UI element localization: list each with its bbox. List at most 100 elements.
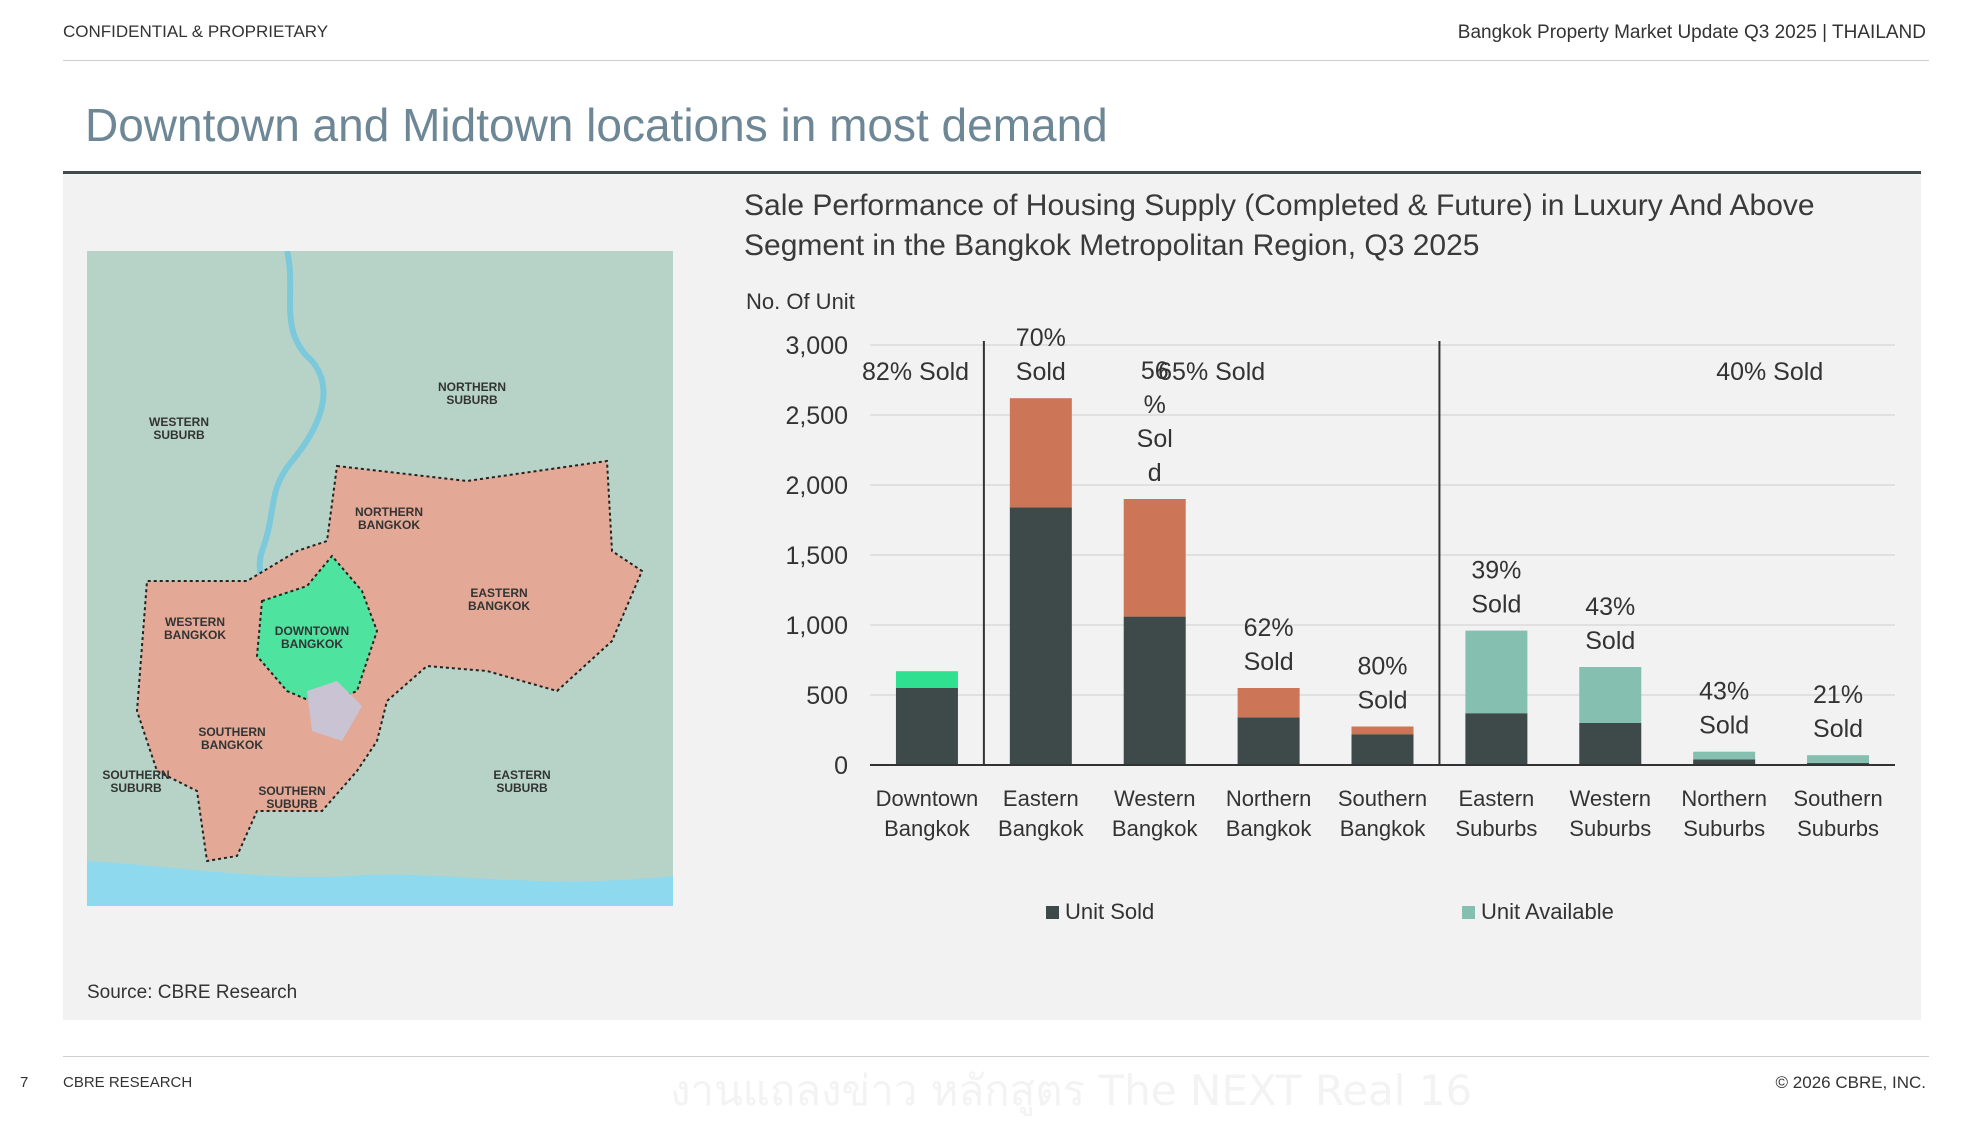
footer-copyright: © 2026 CBRE, INC. <box>1775 1073 1926 1092</box>
x-tick-label: Suburbs <box>1569 816 1651 841</box>
y-tick-label: 1,500 <box>785 542 848 570</box>
bar-unit-sold <box>1693 759 1756 765</box>
bar-sold-label: Sold <box>1016 358 1066 386</box>
map-label-western-bangkok-1: WESTERN <box>165 615 225 629</box>
bar-unit-sold <box>1237 717 1300 765</box>
bar-sold-label: Sold <box>1357 687 1407 715</box>
footer-brand: CBRE RESEARCH <box>63 1074 193 1091</box>
x-tick-label: Northern <box>1681 786 1767 811</box>
chart-title: Sale Performance of Housing Supply (Comp… <box>744 189 1815 262</box>
map-label-western-suburb-2: SUBURB <box>153 428 205 442</box>
map-label-northern-suburb-1: NORTHERN <box>438 380 506 394</box>
map-label-southern-suburb-mid-2: SUBURB <box>266 797 318 811</box>
x-tick-label: Suburbs <box>1683 816 1765 841</box>
bangkok-map: NORTHERN SUBURB WESTERN SUBURB NORTHERN … <box>87 250 673 906</box>
source-note: Source: CBRE Research <box>87 982 298 1003</box>
bar-sold-label: 39% <box>1471 557 1521 585</box>
page-title: Downtown and Midtown locations in most d… <box>85 99 1108 151</box>
x-tick-label: Bangkok <box>884 816 971 841</box>
map-label-southern-bangkok-2: BANGKOK <box>201 738 263 752</box>
bar-unit-available <box>1351 726 1414 735</box>
bar-unit-available <box>1237 688 1300 718</box>
header-report-title: Bangkok Property Market Update Q3 2025 |… <box>1457 22 1926 43</box>
title-divider <box>63 171 1921 174</box>
bar-sold-label: d <box>1148 459 1162 487</box>
map-sea <box>87 861 673 906</box>
bar-unit-sold <box>1807 762 1870 765</box>
bar-unit-sold <box>1579 723 1642 765</box>
x-tick-label: Southern <box>1338 786 1427 811</box>
bar-sold-label: % <box>1144 391 1166 419</box>
map-label-northern-bangkok-2: BANGKOK <box>358 518 420 532</box>
map-label-western-suburb-1: WESTERN <box>149 415 209 429</box>
bar-sold-label: Sold <box>1585 627 1635 655</box>
legend-swatch <box>1462 906 1475 919</box>
y-tick-label: 0 <box>834 752 848 780</box>
y-tick-label: 2,500 <box>785 402 848 430</box>
bar-unit-available <box>1009 398 1072 508</box>
bar-unit-sold <box>1123 616 1186 765</box>
map-label-western-bangkok-2: BANGKOK <box>164 628 226 642</box>
bar-sold-label: 56 <box>1141 357 1169 385</box>
bar-sold-label: Sold <box>1244 648 1294 676</box>
bar-sold-label: Sold <box>1471 591 1521 619</box>
map-label-southern-suburb-left-1: SOUTHERN <box>102 768 169 782</box>
bar-unit-available <box>1807 755 1870 763</box>
x-tick-label: Southern <box>1793 786 1882 811</box>
map-label-northern-bangkok-1: NORTHERN <box>355 505 423 519</box>
map-port-area <box>307 681 362 741</box>
x-tick-label: Western <box>1570 786 1652 811</box>
group-sold-label: 82% Sold <box>862 358 969 386</box>
x-tick-label: Downtown <box>876 786 979 811</box>
map-label-downtown-bangkok-2: BANGKOK <box>281 637 343 651</box>
bar-unit-available <box>895 671 958 688</box>
map-label-eastern-bangkok-1: EASTERN <box>470 586 527 600</box>
bar-unit-available <box>1693 751 1756 760</box>
bar-unit-available <box>1579 667 1642 723</box>
group-sold-label: 65% Sold <box>1158 358 1265 386</box>
bar-unit-sold <box>1009 507 1072 765</box>
bar-unit-available <box>1465 630 1528 714</box>
legend-label: Unit Available <box>1481 899 1614 924</box>
x-tick-label: Western <box>1114 786 1196 811</box>
x-tick-label: Eastern <box>1458 786 1534 811</box>
map-label-eastern-suburb-1: EASTERN <box>493 768 550 782</box>
bar-sold-label: Sold <box>1699 712 1749 740</box>
x-tick-label: Bangkok <box>1340 816 1427 841</box>
bar-sold-label: 21% <box>1813 681 1863 709</box>
legend-swatch <box>1046 906 1059 919</box>
bar-sold-label: Sol <box>1137 425 1173 453</box>
x-tick-label: Bangkok <box>998 816 1085 841</box>
map-label-eastern-bangkok-2: BANGKOK <box>468 599 530 613</box>
x-tick-label: Bangkok <box>1226 816 1313 841</box>
page-number: 7 <box>20 1074 29 1091</box>
map-downtown-area <box>255 554 379 708</box>
map-label-southern-bangkok-1: SOUTHERN <box>198 725 265 739</box>
bar-sold-label: Sold <box>1813 715 1863 743</box>
group-sold-label: 40% Sold <box>1716 358 1823 386</box>
y-tick-label: 1,000 <box>785 612 848 640</box>
bar-unit-sold <box>1351 734 1414 765</box>
bar-sold-label: 80% <box>1357 653 1407 681</box>
x-tick-label: Suburbs <box>1797 816 1879 841</box>
bar-sold-label: 43% <box>1585 593 1635 621</box>
x-tick-label: Suburbs <box>1455 816 1537 841</box>
y-tick-label: 2,000 <box>785 472 848 500</box>
map-svg: NORTHERN SUBURB WESTERN SUBURB NORTHERN … <box>87 250 673 906</box>
map-label-northern-suburb-2: SUBURB <box>446 393 498 407</box>
map-river <box>256 250 327 633</box>
bar-sold-label: 62% <box>1244 614 1294 642</box>
legend-label: Unit Sold <box>1065 899 1154 924</box>
header-confidential: CONFIDENTIAL & PROPRIETARY <box>63 22 329 41</box>
bar-sold-label: 43% <box>1699 678 1749 706</box>
x-tick-label: Eastern <box>1003 786 1079 811</box>
map-label-southern-suburb-mid-1: SOUTHERN <box>258 784 325 798</box>
bar-unit-available <box>1123 499 1186 617</box>
map-label-downtown-bangkok-1: DOWNTOWN <box>275 624 349 638</box>
y-axis-title: No. Of Unit <box>746 289 855 314</box>
map-bangkok-area <box>135 459 644 863</box>
bar-unit-sold <box>1465 713 1528 765</box>
y-tick-label: 3,000 <box>785 332 848 360</box>
map-label-eastern-suburb-2: SUBURB <box>496 781 548 795</box>
y-tick-label: 500 <box>806 682 848 710</box>
